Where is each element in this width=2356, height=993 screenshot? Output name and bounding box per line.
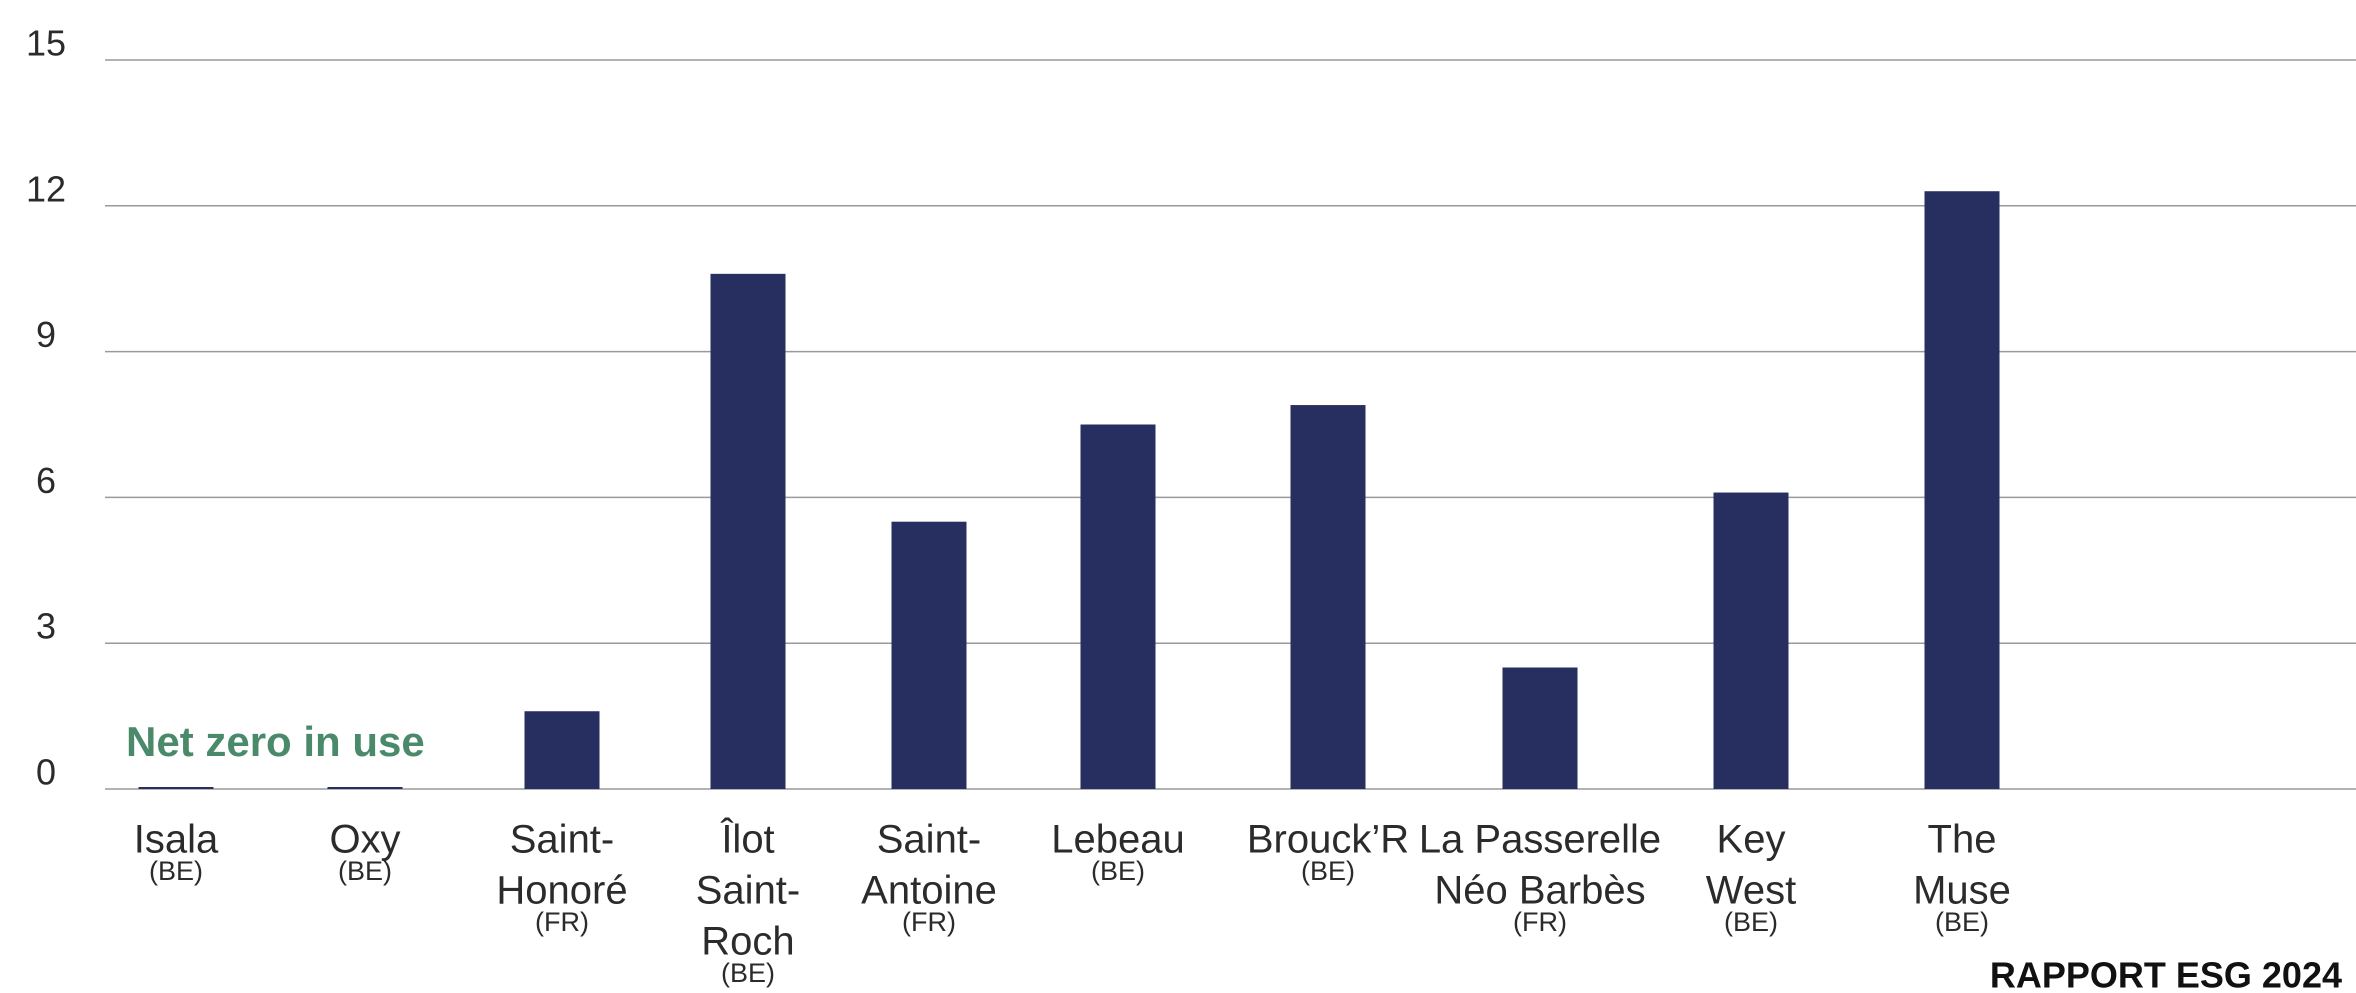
bar — [891, 521, 967, 789]
y-tick-label: 6 — [36, 460, 56, 501]
x-tick-country: (BE) — [338, 856, 392, 886]
x-tick-country: (BE) — [1935, 907, 1989, 937]
bar — [138, 787, 214, 789]
x-tick-label: Oxy — [329, 818, 400, 862]
x-tick-label: Roch — [701, 920, 794, 964]
x-tick-country: (BE) — [149, 856, 203, 886]
y-tick-label: 12 — [26, 168, 66, 209]
x-tick-label: Muse — [1913, 869, 2011, 913]
annotation: Net zero in use — [126, 718, 425, 765]
x-tick-country: (BE) — [1301, 856, 1355, 886]
x-tick-label: West — [1706, 869, 1796, 913]
x-tick-label: Isala — [134, 818, 219, 862]
bar — [1924, 191, 2000, 790]
x-tick-label: Honoré — [496, 869, 627, 913]
bar — [327, 787, 403, 789]
footer: RAPPORT ESG 2024 — [1990, 955, 2342, 993]
bar — [710, 273, 786, 790]
x-tick-label: Lebeau — [1051, 818, 1184, 862]
x-tick-label: Saint- — [696, 869, 801, 913]
x-tick-label: Néo Barbès — [1434, 869, 1645, 913]
x-tick-country: (FR) — [535, 907, 589, 937]
x-tick-label: Key — [1717, 818, 1786, 862]
x-tick-label: The — [1928, 818, 1997, 862]
x-tick-country: (BE) — [1724, 907, 1778, 937]
bar — [1080, 424, 1156, 789]
x-tick-label: Saint- — [510, 818, 615, 862]
bar — [1290, 405, 1366, 789]
x-tick-label: Antoine — [861, 869, 997, 913]
y-tick-label: 15 — [26, 23, 66, 64]
x-tick-country: (FR) — [1513, 907, 1567, 937]
y-tick-label: 3 — [36, 606, 56, 647]
bar — [524, 711, 600, 789]
x-tick-label: La Passerelle — [1419, 818, 1661, 862]
x-tick-country: (BE) — [1091, 856, 1145, 886]
x-tick-country: (BE) — [721, 958, 775, 988]
x-tick-label: Îlot — [720, 817, 774, 862]
bar — [1713, 492, 1789, 789]
x-tick-label: Brouck’R — [1247, 818, 1409, 862]
x-tick-country: (FR) — [902, 907, 956, 937]
y-tick-label: 9 — [36, 314, 56, 355]
bar — [1502, 667, 1578, 789]
x-tick-label: Saint- — [877, 818, 982, 862]
y-tick-label: 0 — [36, 752, 56, 793]
